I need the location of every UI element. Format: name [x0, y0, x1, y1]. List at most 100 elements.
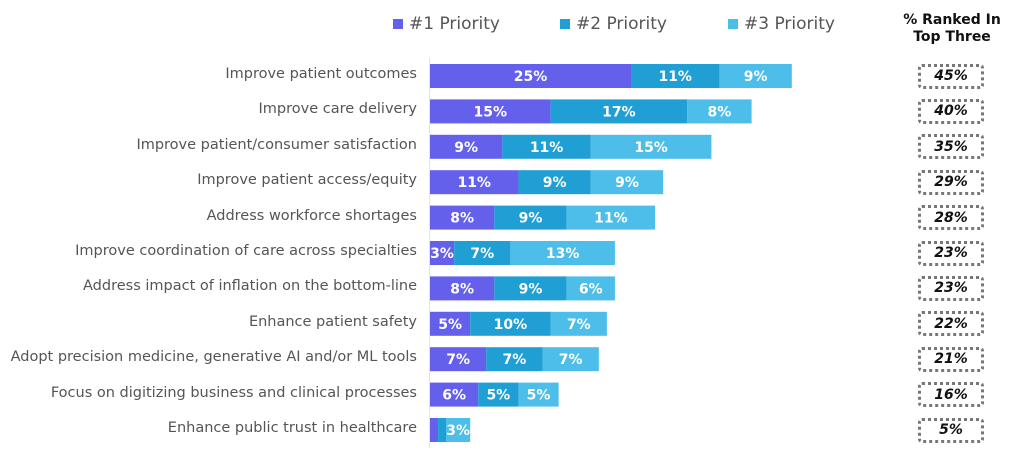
bar-segment-priority-1	[430, 311, 471, 336]
bar-segment-priority-1	[430, 418, 439, 442]
bar-segment-priority-3	[566, 276, 615, 301]
category-label: Improve care delivery	[258, 101, 418, 118]
data-label: 7%	[503, 352, 527, 368]
totals-header-line1: % Ranked In	[903, 12, 1001, 28]
bar-segment-priority-1	[430, 347, 487, 372]
bar-segment-priority-1	[430, 276, 495, 301]
bar-segment-priority-2	[470, 311, 551, 336]
bar-segment-priority-2	[494, 205, 567, 230]
data-label: 3%	[446, 423, 470, 439]
data-label: 11%	[530, 140, 564, 156]
legend-swatch-priority-1	[393, 19, 403, 29]
bar-segment-priority-1	[430, 134, 503, 159]
data-label: 7%	[470, 246, 494, 262]
total-box: 21%	[918, 346, 984, 372]
category-label: Improve patient outcomes	[225, 66, 417, 82]
data-label: 7%	[567, 317, 591, 333]
bar-segment-priority-3	[566, 205, 656, 230]
total-box: 45%	[918, 63, 984, 89]
data-label: 8%	[450, 211, 474, 227]
data-label: 9%	[543, 175, 567, 191]
data-label: 9%	[454, 140, 478, 156]
category-label: Address impact of inflation on the botto…	[83, 278, 417, 295]
category-label: Improve patient/consumer satisfaction	[136, 136, 417, 153]
bar-segment-priority-2	[486, 347, 543, 372]
data-label: 5%	[486, 388, 510, 404]
data-label: 15%	[634, 140, 668, 156]
bar-segment-priority-3	[590, 134, 712, 159]
bar-segment-priority-2	[494, 276, 567, 301]
legend-item-priority-2: #2 Priority	[560, 14, 667, 34]
bar-segment-priority-1	[430, 205, 495, 230]
bar-segment-priority-2	[631, 64, 720, 88]
data-label: 9%	[519, 281, 543, 297]
bar-segment-priority-3	[719, 64, 792, 88]
legend-item-priority-3: #3 Priority	[728, 14, 835, 34]
data-label: 11%	[658, 69, 692, 85]
total-box: 16%	[918, 382, 984, 408]
data-label: 8%	[708, 104, 732, 120]
bar-segment-priority-1	[430, 241, 455, 265]
total-box: 5%	[918, 417, 984, 443]
data-label: 7%	[446, 352, 470, 368]
category-label: Address workforce shortages	[206, 207, 417, 224]
category-axis-line	[429, 58, 430, 448]
total-box: 40%	[918, 98, 984, 124]
data-label: 15%	[474, 104, 508, 120]
total-box: 35%	[918, 134, 984, 160]
data-label: 3%	[430, 246, 454, 262]
data-label: 9%	[519, 211, 543, 227]
data-label: 6%	[442, 388, 466, 404]
legend-swatch-priority-2	[560, 19, 570, 29]
data-label: 11%	[457, 175, 491, 191]
data-label: 17%	[602, 104, 636, 120]
legend-swatch-priority-3	[728, 19, 738, 29]
category-label: Enhance patient safety	[248, 313, 417, 330]
total-box: 22%	[918, 311, 984, 337]
bar-segment-priority-2	[518, 170, 591, 195]
bar-segment-priority-3	[542, 347, 599, 372]
legend: #1 Priority #2 Priority #3 Priority	[393, 14, 863, 40]
data-label: 6%	[579, 281, 603, 297]
bar-segment-priority-1	[430, 64, 631, 88]
legend-label-priority-1: #1 Priority	[409, 14, 500, 34]
total-box: 28%	[918, 205, 984, 231]
bar-segment-priority-3	[590, 170, 664, 195]
category-label: Adopt precision medicine, generative AI …	[10, 349, 417, 366]
bar-segment-priority-1	[430, 99, 551, 124]
category-label: Enhance public trust in healthcare	[167, 420, 417, 436]
data-label: 7%	[559, 352, 583, 368]
bar-segment-priority-1	[430, 170, 519, 195]
bar-segment-priority-3	[518, 382, 559, 407]
bar-segment-priority-3	[510, 241, 615, 265]
total-box: 29%	[918, 169, 984, 195]
bar-segment-priority-3	[446, 418, 471, 442]
totals-header: % Ranked In Top Three	[892, 12, 1012, 46]
legend-label-priority-2: #2 Priority	[576, 14, 667, 34]
data-label: 25%	[514, 69, 548, 85]
data-label: 11%	[594, 211, 628, 227]
data-label: 5%	[527, 388, 551, 404]
total-box: 23%	[918, 240, 984, 266]
bar-segment-priority-2	[454, 241, 511, 265]
bar-segment-priority-2	[478, 382, 519, 407]
legend-item-priority-1: #1 Priority	[393, 14, 500, 34]
data-label: 5%	[438, 317, 462, 333]
category-label: Improve patient access/equity	[197, 172, 417, 189]
data-label: 9%	[744, 69, 768, 85]
totals-header-line2: Top Three	[913, 29, 991, 45]
category-label: Focus on digitizing business and clinica…	[50, 384, 417, 401]
data-label: 8%	[450, 281, 474, 297]
bar-segment-priority-2	[438, 418, 447, 442]
legend-label-priority-3: #3 Priority	[744, 14, 835, 34]
bar-segment-priority-2	[550, 99, 688, 124]
data-label: 9%	[615, 175, 639, 191]
data-label: 10%	[494, 317, 528, 333]
bar-segment-priority-3	[550, 311, 607, 336]
bar-segment-priority-3	[687, 99, 752, 124]
bar-segment-priority-2	[502, 134, 591, 159]
bar-segment-priority-1	[430, 382, 479, 407]
total-box: 23%	[918, 275, 984, 301]
